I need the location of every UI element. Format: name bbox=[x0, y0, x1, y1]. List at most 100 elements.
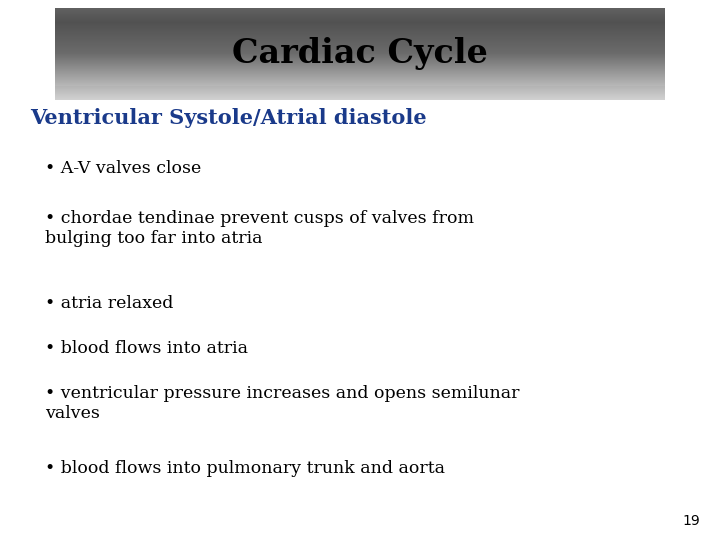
Bar bbox=[55, 64, 665, 65]
Bar bbox=[55, 11, 665, 12]
Bar bbox=[55, 31, 665, 32]
Bar bbox=[55, 55, 665, 56]
Bar bbox=[55, 75, 665, 76]
Bar bbox=[55, 95, 665, 96]
Bar bbox=[55, 87, 665, 88]
Bar bbox=[55, 56, 665, 57]
Bar bbox=[55, 73, 665, 74]
Bar bbox=[55, 32, 665, 33]
Bar bbox=[55, 67, 665, 68]
Bar bbox=[55, 92, 665, 93]
Text: • atria relaxed: • atria relaxed bbox=[45, 295, 174, 312]
Bar bbox=[55, 63, 665, 64]
Bar bbox=[55, 35, 665, 36]
Bar bbox=[55, 99, 665, 100]
Bar bbox=[55, 54, 665, 55]
Bar bbox=[55, 94, 665, 96]
Bar bbox=[55, 96, 665, 97]
Bar bbox=[55, 39, 665, 40]
Bar bbox=[55, 30, 665, 31]
Bar bbox=[55, 91, 665, 92]
Bar bbox=[55, 86, 665, 87]
Bar bbox=[55, 88, 665, 89]
Bar bbox=[55, 57, 665, 58]
Bar bbox=[55, 85, 665, 86]
Bar bbox=[55, 56, 665, 57]
Bar bbox=[55, 81, 665, 82]
Bar bbox=[55, 50, 665, 51]
Bar bbox=[55, 51, 665, 52]
Bar bbox=[55, 24, 665, 25]
Bar bbox=[55, 19, 665, 20]
Bar bbox=[55, 72, 665, 73]
Bar bbox=[55, 37, 665, 38]
Bar bbox=[55, 76, 665, 77]
Bar bbox=[55, 16, 665, 17]
Bar bbox=[55, 30, 665, 31]
Bar bbox=[55, 24, 665, 25]
Bar bbox=[55, 89, 665, 90]
Bar bbox=[55, 63, 665, 64]
Bar bbox=[55, 82, 665, 83]
Bar bbox=[55, 85, 665, 86]
Bar bbox=[55, 21, 665, 22]
Bar bbox=[55, 91, 665, 92]
Bar bbox=[55, 75, 665, 76]
Bar bbox=[55, 20, 665, 21]
Bar bbox=[55, 38, 665, 39]
Bar bbox=[55, 36, 665, 37]
Bar bbox=[55, 49, 665, 50]
Text: • blood flows into atria: • blood flows into atria bbox=[45, 340, 248, 357]
Bar bbox=[55, 50, 665, 51]
Bar bbox=[55, 8, 665, 9]
Bar bbox=[55, 70, 665, 71]
Bar bbox=[55, 93, 665, 94]
Bar bbox=[55, 68, 665, 69]
Bar bbox=[55, 98, 665, 99]
Bar bbox=[55, 68, 665, 69]
Bar bbox=[55, 40, 665, 41]
Bar bbox=[55, 44, 665, 45]
Bar bbox=[55, 94, 665, 95]
Bar bbox=[55, 53, 665, 54]
Bar bbox=[55, 32, 665, 33]
Bar bbox=[55, 69, 665, 70]
Bar bbox=[55, 42, 665, 43]
Bar bbox=[55, 46, 665, 47]
Bar bbox=[55, 35, 665, 36]
Bar bbox=[55, 22, 665, 23]
Bar bbox=[55, 29, 665, 30]
Text: • A-V valves close: • A-V valves close bbox=[45, 160, 202, 177]
Bar bbox=[55, 65, 665, 66]
Bar bbox=[55, 9, 665, 10]
Text: • blood flows into pulmonary trunk and aorta: • blood flows into pulmonary trunk and a… bbox=[45, 460, 445, 477]
Bar bbox=[55, 52, 665, 53]
Bar bbox=[55, 45, 665, 46]
Text: 19: 19 bbox=[683, 514, 700, 528]
Bar bbox=[55, 21, 665, 22]
Bar bbox=[55, 25, 665, 26]
Bar bbox=[55, 38, 665, 39]
Bar bbox=[55, 97, 665, 98]
Bar bbox=[55, 52, 665, 53]
Bar bbox=[55, 87, 665, 89]
Bar bbox=[55, 80, 665, 82]
Bar bbox=[55, 34, 665, 35]
Bar bbox=[55, 23, 665, 24]
Bar bbox=[55, 58, 665, 59]
Bar bbox=[55, 27, 665, 28]
Bar bbox=[55, 79, 665, 80]
Bar bbox=[55, 66, 665, 68]
Bar bbox=[55, 96, 665, 97]
Bar bbox=[55, 92, 665, 93]
Bar bbox=[55, 51, 665, 52]
Bar bbox=[55, 8, 665, 9]
Bar bbox=[55, 60, 665, 61]
Bar bbox=[55, 62, 665, 63]
Bar bbox=[55, 26, 665, 27]
Bar bbox=[55, 31, 665, 32]
Bar bbox=[55, 93, 665, 94]
Bar bbox=[55, 10, 665, 11]
Bar bbox=[55, 80, 665, 81]
Bar bbox=[55, 44, 665, 45]
